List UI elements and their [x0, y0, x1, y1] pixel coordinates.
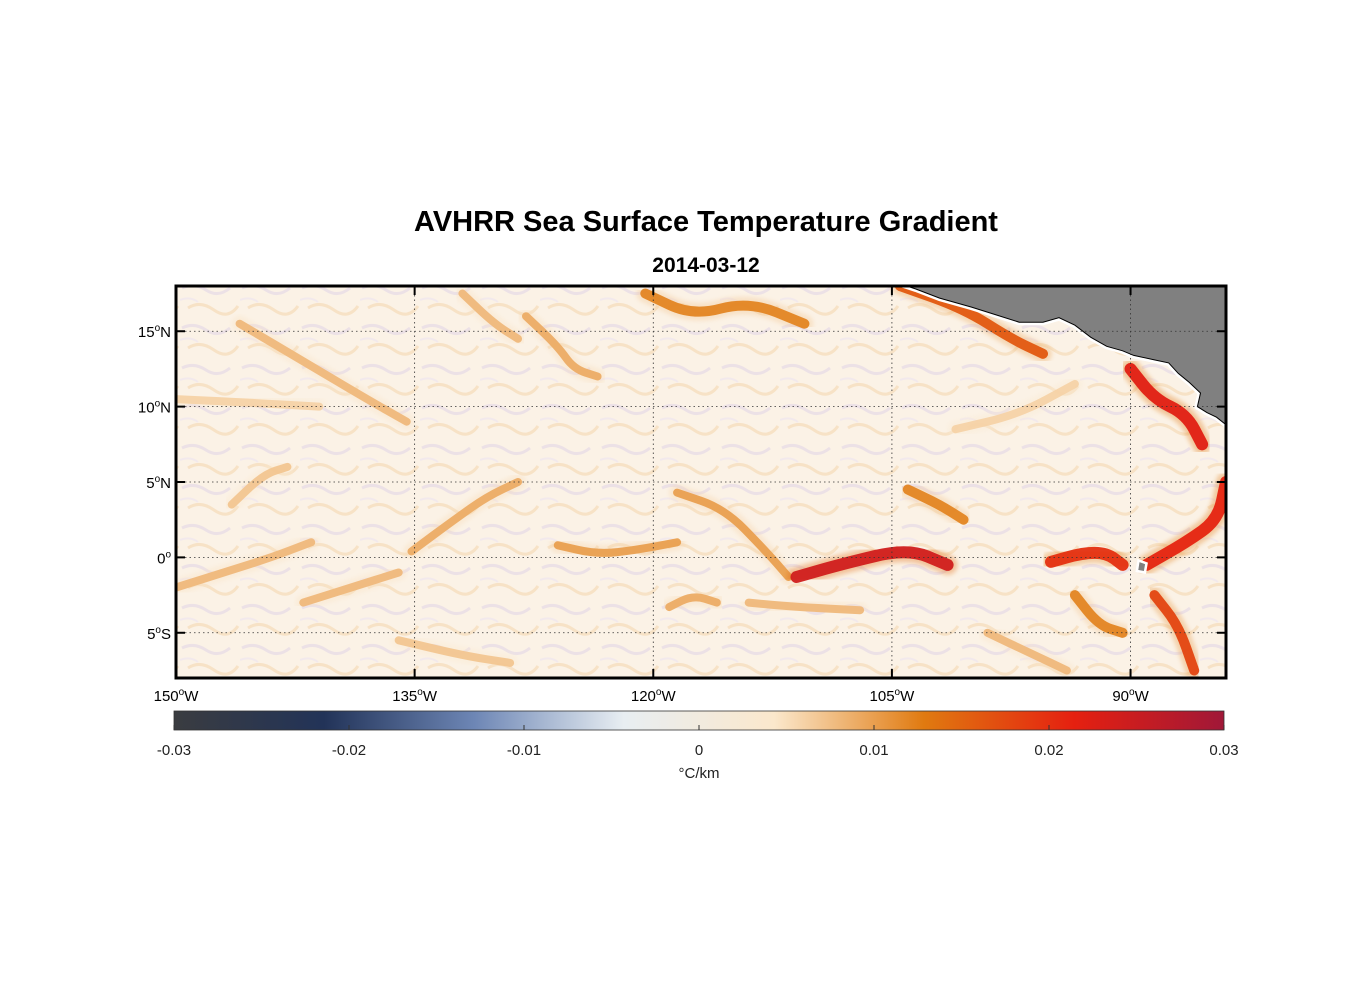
chart-title: AVHRR Sea Surface Temperature Gradient [414, 206, 998, 238]
front-streak [744, 598, 865, 615]
lat-tick-label: 10oN [138, 399, 171, 417]
front-streak [1124, 362, 1209, 451]
front-streak [235, 319, 411, 426]
lon-tick-label: 90oW [1112, 687, 1149, 705]
colorbar-tick-label: 0.01 [859, 742, 888, 759]
map-frame [174, 284, 1228, 680]
lon-tick-label: 105oW [870, 687, 916, 705]
front-streak [951, 380, 1079, 434]
lat-tick-label: 5oS [147, 625, 171, 643]
land-island [1135, 558, 1148, 574]
lat-tick-label: 15oN [138, 323, 171, 341]
front-streak [640, 288, 810, 329]
lat-tick-label: 0o [157, 549, 171, 567]
lon-tick-label: 135oW [392, 687, 438, 705]
lon-tick-labels: 150oW 135oW 120oW 105oW 90oW [154, 687, 1150, 705]
lon-tick-label: 120oW [631, 687, 677, 705]
land-south-america [1224, 563, 1226, 678]
lon-tick-label: 150oW [154, 687, 200, 705]
land-mass [897, 286, 1226, 678]
chart-subtitle: 2014-03-12 [652, 254, 760, 277]
colorbar-ticks: -0.03 -0.02 -0.01 0 0.01 0.02 0.03 [157, 725, 1239, 759]
lat-tick-labels: 15oN 10oN 5oN 0o 5oS [138, 323, 172, 643]
front-streak [458, 289, 522, 343]
colorbar-tick-label: 0 [695, 742, 703, 759]
front-streak [299, 568, 403, 607]
colorbar-tick-label: 0.03 [1209, 742, 1238, 759]
front-streak [522, 312, 602, 381]
colorbar-label: °C/km [679, 765, 720, 782]
front-streak [1149, 590, 1200, 676]
front-streak [394, 636, 515, 667]
map-area [176, 286, 1226, 678]
front-streak [553, 538, 682, 557]
gradient-fronts [176, 286, 1226, 678]
colorbar-tick-label: -0.03 [157, 742, 191, 759]
colorbar-tick-label: -0.01 [507, 742, 541, 759]
lat-tick-label: 5oN [146, 474, 171, 492]
colorbar-tick-label: -0.02 [332, 742, 366, 759]
front-streak [673, 488, 793, 581]
front-streak [1045, 546, 1129, 571]
front-streak [790, 546, 954, 583]
front-streak [227, 462, 292, 509]
front-streak [176, 538, 316, 592]
land-central-america [905, 286, 1226, 426]
front-streak [1069, 590, 1128, 638]
front-streak [665, 593, 721, 612]
front-streak [176, 395, 324, 411]
front-streak [407, 478, 522, 556]
front-streak [1140, 476, 1226, 571]
front-streak [983, 628, 1071, 675]
colorbar: -0.03 -0.02 -0.01 0 0.01 0.02 0.03 °C/km [157, 710, 1239, 782]
colorbar-tick-label: 0.02 [1034, 742, 1063, 759]
front-streak [902, 484, 969, 525]
